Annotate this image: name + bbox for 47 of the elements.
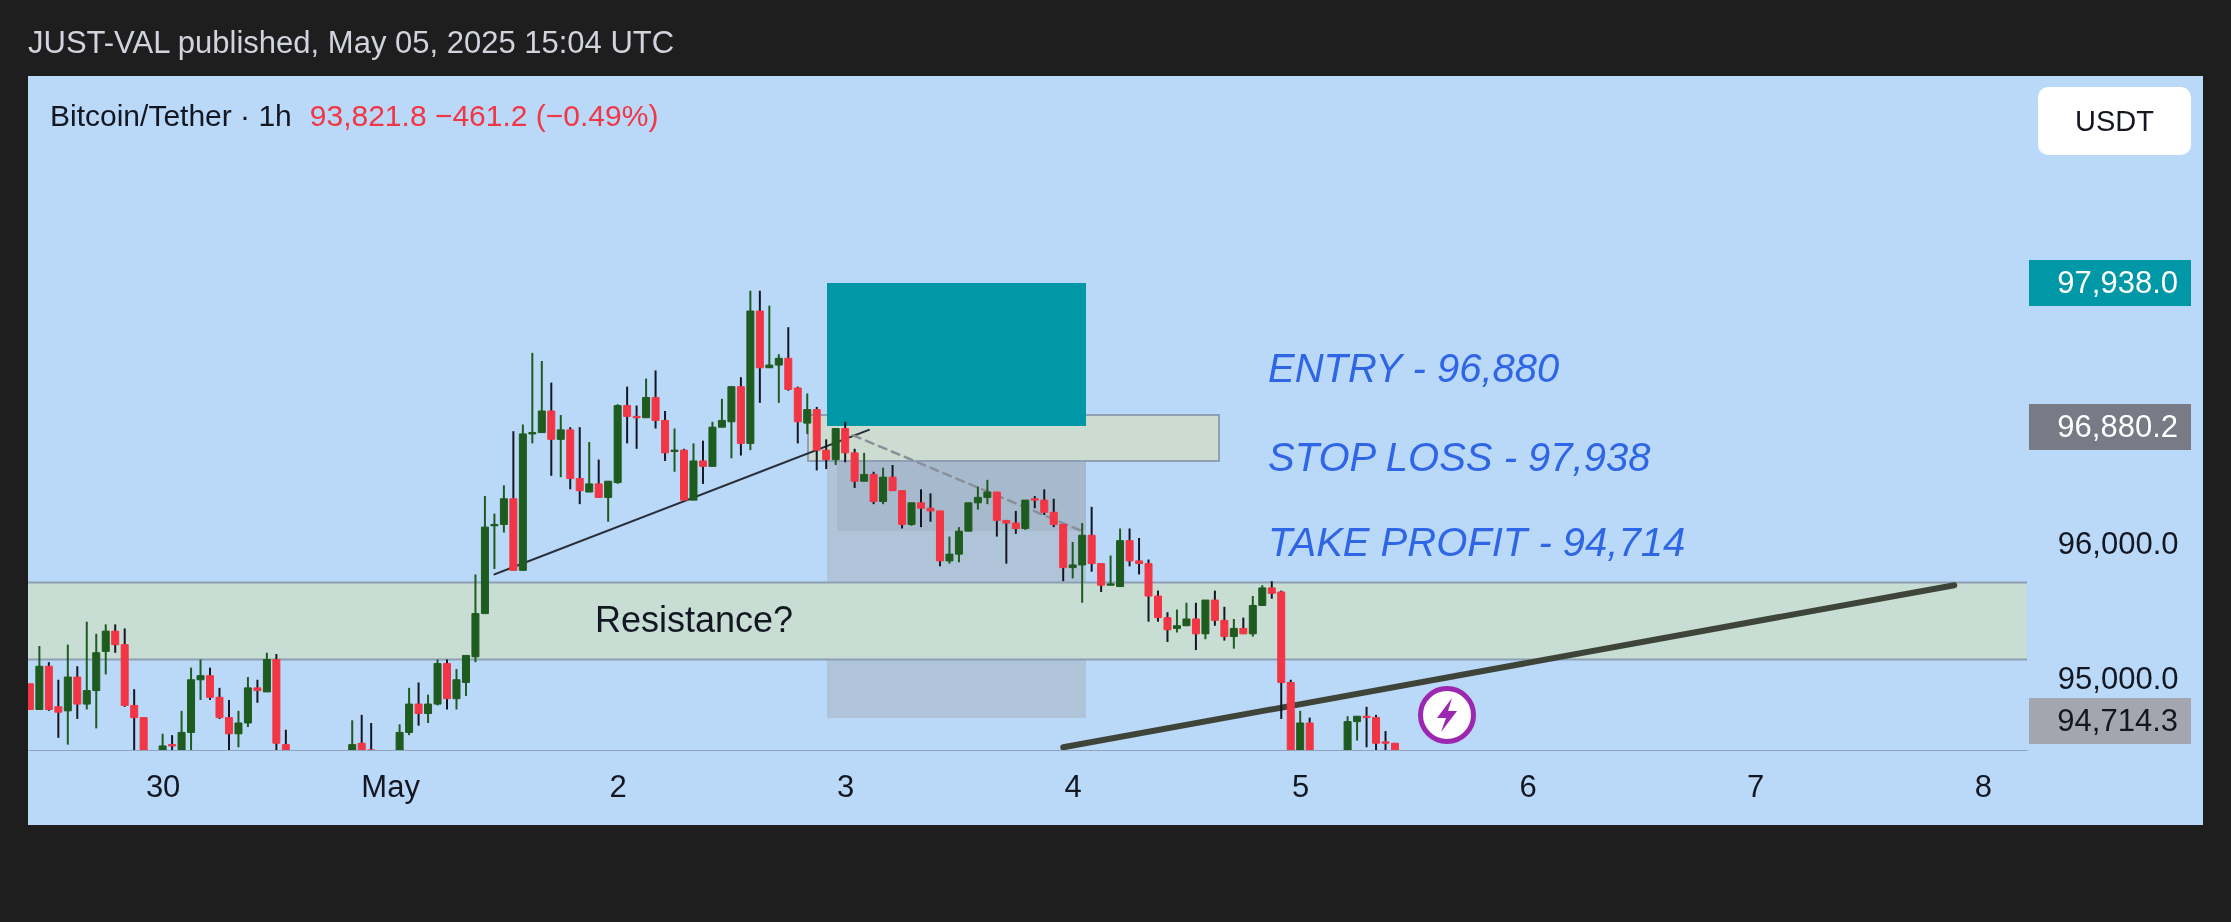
text: 96,880.2	[2029, 404, 2191, 450]
annotation: TAKE PROFIT - 94,714	[1268, 519, 1686, 566]
candlestick	[414, 681, 423, 727]
candlestick	[367, 721, 376, 750]
candlestick	[670, 427, 679, 473]
candlestick	[698, 439, 707, 485]
candlestick	[860, 451, 869, 483]
candlestick	[803, 392, 812, 435]
candlestick	[253, 678, 262, 704]
candlestick	[357, 713, 366, 750]
candlestick	[101, 623, 110, 676]
candlestick	[642, 377, 651, 419]
x-tick-label: 5	[1292, 768, 1310, 804]
x-tick-label: 8	[1974, 768, 1992, 804]
candlestick	[575, 426, 584, 506]
band-label: Resistance?	[594, 599, 794, 641]
annotation: 93,821.8 −461.2 (−0.49%)	[309, 99, 659, 132]
x-tick-label: 30	[145, 768, 181, 804]
y-axis-title: USDT	[2075, 104, 2154, 138]
y-tick-label: 96,000.0	[2057, 526, 2179, 562]
candlestick	[1191, 601, 1200, 652]
candlestick	[907, 501, 916, 527]
unit-button: USDT	[2038, 87, 2191, 155]
text: 94,714.3	[2029, 698, 2191, 744]
annotation: STOP LOSS - 97,938	[1268, 434, 1651, 481]
candlestick	[348, 719, 357, 750]
candlestick	[594, 458, 603, 499]
candlestick	[585, 441, 594, 494]
y-tick-label: 95,000.0	[2057, 661, 2179, 697]
candlestick	[1229, 617, 1238, 650]
x-tick-label: 6	[1519, 768, 1537, 804]
candlestick	[1011, 509, 1020, 535]
candlestick	[604, 480, 613, 523]
x-tick-label: 2	[609, 768, 627, 804]
candlestick	[774, 353, 783, 404]
x-tick-label: 3	[837, 768, 855, 804]
candlestick	[111, 623, 120, 654]
annotation: ENTRY - 96,880	[1268, 345, 1560, 392]
candlestick	[765, 304, 774, 369]
x-tick-label: 4	[1064, 768, 1082, 804]
x-tick-label: 7	[1747, 768, 1765, 804]
candlestick	[537, 360, 546, 434]
candlestick	[556, 414, 565, 479]
text: 97,938.0	[2029, 260, 2191, 306]
x-tick-label: May	[361, 768, 421, 804]
chart-title: JUST-VAL published, May 05, 2025 15:04 UTC	[28, 25, 675, 61]
text: Bitcoin/Tether · 1h	[50, 99, 292, 132]
